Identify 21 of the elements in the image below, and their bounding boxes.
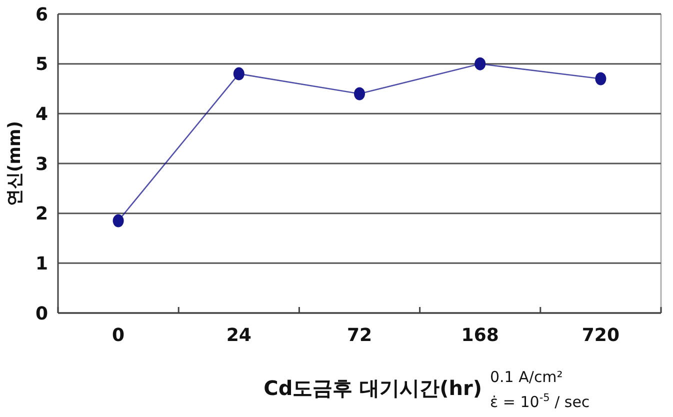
point	[474, 57, 486, 70]
text: 0.1 A/cm²	[490, 368, 563, 386]
x-axis-title: Cd도금후 대기시간(hr)	[264, 376, 482, 400]
text: ε̇ = 10$^{-5}$ / sec	[490, 392, 590, 411]
x-tick-label: 72	[346, 325, 372, 346]
point	[595, 72, 606, 86]
y-tick-label: 6	[35, 4, 48, 26]
y-tick-label: 0	[35, 303, 48, 324]
y-tick-label: 2	[35, 204, 48, 225]
x-tick-label: 720	[582, 325, 620, 346]
y-axis-title: 연신(mm)	[5, 121, 25, 206]
point	[354, 87, 365, 100]
y-tick-label: 5	[35, 54, 48, 76]
x-tick-label: 0	[112, 325, 125, 346]
y-tick-label: 4	[35, 104, 48, 125]
x-tick-label: 24	[226, 325, 252, 346]
point	[112, 214, 124, 228]
y-tick-label: 1	[35, 253, 48, 274]
y-tick-label: 3	[35, 154, 48, 175]
x-tick-label: 168	[461, 325, 499, 346]
point	[233, 67, 244, 80]
